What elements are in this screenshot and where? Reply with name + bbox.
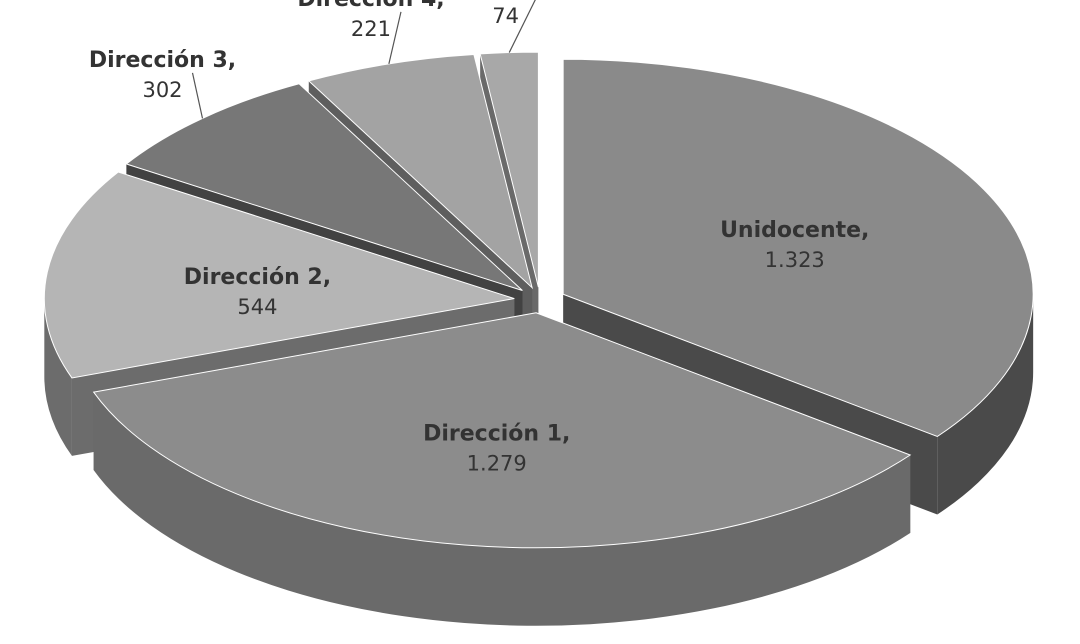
slice-value-label: 221	[351, 17, 391, 41]
slice-label: Dirección 2,	[184, 265, 331, 290]
slice-value-label: 302	[142, 78, 182, 102]
pie-slice-side	[44, 298, 72, 456]
pie-slice-side	[93, 392, 911, 626]
slice-value-label: 544	[237, 295, 277, 319]
pie-slice-top	[43, 171, 515, 379]
leader-line	[388, 11, 402, 65]
slice-value-label: 74	[492, 4, 519, 28]
slice-label: Dirección 4,	[297, 0, 444, 12]
leader-line	[191, 72, 204, 119]
pie-slice-top	[92, 312, 912, 549]
pie-slice-top	[562, 58, 1034, 438]
pie-slice-2	[92, 312, 912, 626]
slice-label: Unidocente,	[720, 218, 869, 243]
slice-value-label: 1.279	[467, 452, 527, 476]
slices-layer	[43, 51, 1034, 626]
leader-line	[508, 0, 536, 53]
pie-slice-side	[937, 294, 1034, 515]
slice-label: Dirección 1,	[423, 422, 570, 447]
slice-label: Dirección 3,	[89, 48, 236, 73]
slice-value-label: 1.323	[765, 248, 825, 272]
